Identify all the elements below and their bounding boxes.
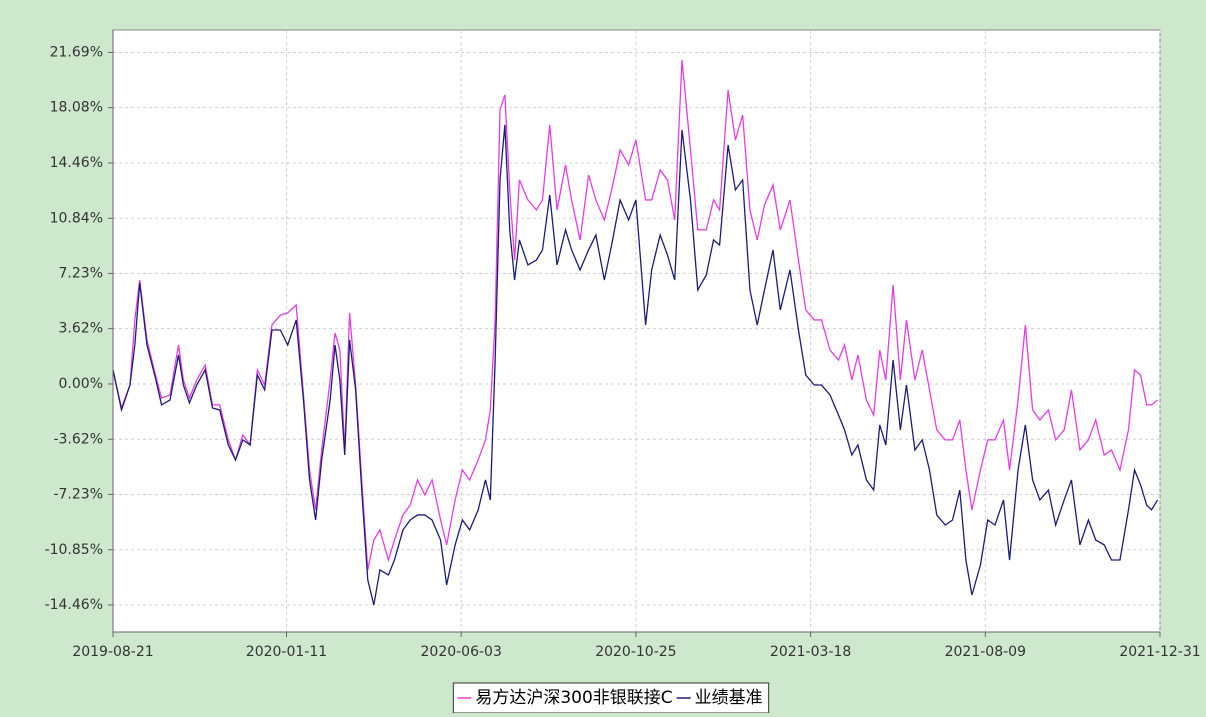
legend-box (452, 682, 770, 714)
x-tick-label: 2020-06-03 (421, 644, 502, 660)
legend-label: 业绩基准 (695, 688, 763, 708)
y-tick-label: -14.46% (45, 597, 103, 613)
y-tick-label: 21.69% (50, 44, 103, 60)
series-line (112, 124, 1159, 606)
axes: -14.46% -10.85% -7.23% -3.62% 0.00% 3.62% 7.23… (45, 30, 1201, 660)
x-tick-label: 2021-03-18 (770, 644, 851, 660)
y-tick-label: 3.62% (59, 321, 103, 337)
x-tick-label: 2021-12-31 (1119, 644, 1200, 660)
y-tick-label: -3.62% (53, 431, 103, 447)
y-tick-label: -10.85% (45, 542, 103, 558)
plot-area (112, 29, 1161, 633)
legend: 易方达沪深300非银联接C 业绩基准 (452, 682, 770, 714)
legend-label: 易方达沪深300非银联接C (475, 688, 672, 708)
x-tick-label: 2019-08-21 (72, 644, 153, 660)
y-tick-label: 18.08% (50, 100, 103, 116)
y-tick-label: 14.46% (50, 155, 103, 171)
y-tick-label: 0.00% (59, 376, 103, 392)
y-tick-label: 10.84% (50, 210, 103, 226)
x-tick-label: 2020-10-25 (595, 644, 676, 660)
y-tick-label: 7.23% (59, 265, 103, 281)
y-tick-label: -7.23% (53, 486, 103, 502)
lines (112, 59, 1159, 606)
x-tick-label: 2020-01-11 (246, 644, 327, 660)
series-line (112, 59, 1158, 571)
x-tick-label: 2021-08-09 (945, 644, 1026, 660)
